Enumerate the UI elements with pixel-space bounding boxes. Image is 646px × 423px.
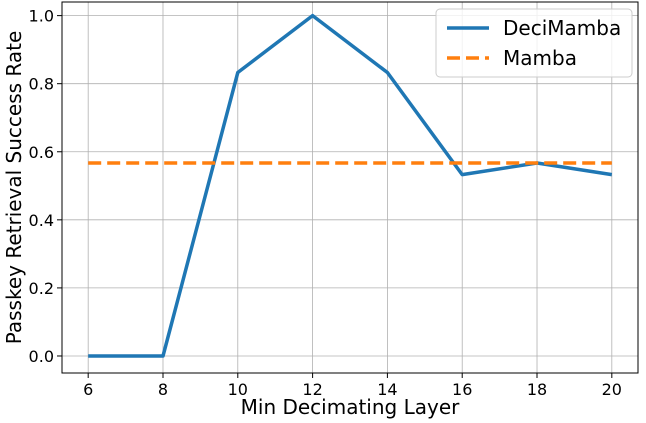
plot-frame bbox=[61, 1, 639, 374]
x-tick-label: 8 bbox=[158, 380, 168, 399]
series-line-decimamba bbox=[88, 13, 613, 358]
y-tick-label: 0.6 bbox=[29, 143, 54, 162]
y-tick-label: 0.8 bbox=[29, 75, 54, 94]
x-tick-label: 16 bbox=[452, 380, 472, 399]
x-tick-label: 12 bbox=[302, 380, 322, 399]
y-tick-label: 0.4 bbox=[29, 211, 54, 230]
y-axis-title: Passkey Retrieval Success Rate bbox=[2, 31, 26, 345]
legend-box bbox=[435, 8, 633, 78]
legend-label-decimamba: DeciMamba bbox=[503, 16, 621, 40]
x-tick-label: 20 bbox=[602, 380, 622, 399]
x-tick-label: 10 bbox=[228, 380, 248, 399]
y-tick-label: 0.2 bbox=[29, 279, 54, 298]
y-tick-label: 1.0 bbox=[29, 7, 54, 26]
y-tick-label: 0.0 bbox=[29, 347, 54, 366]
x-axis-title: Min Decimating Layer bbox=[241, 395, 461, 419]
x-tick-label: 6 bbox=[83, 380, 93, 399]
x-tick-label: 14 bbox=[377, 380, 397, 399]
series-layer bbox=[88, 13, 613, 358]
legend-label-mamba: Mamba bbox=[503, 46, 577, 70]
legend: DeciMamba Mamba bbox=[435, 8, 633, 78]
y-axis: 0.0 0.2 0.4 0.6 0.8 1.0 bbox=[29, 7, 62, 366]
x-axis: 6 8 10 12 14 16 18 20 bbox=[83, 373, 622, 399]
x-tick-label: 18 bbox=[527, 380, 547, 399]
